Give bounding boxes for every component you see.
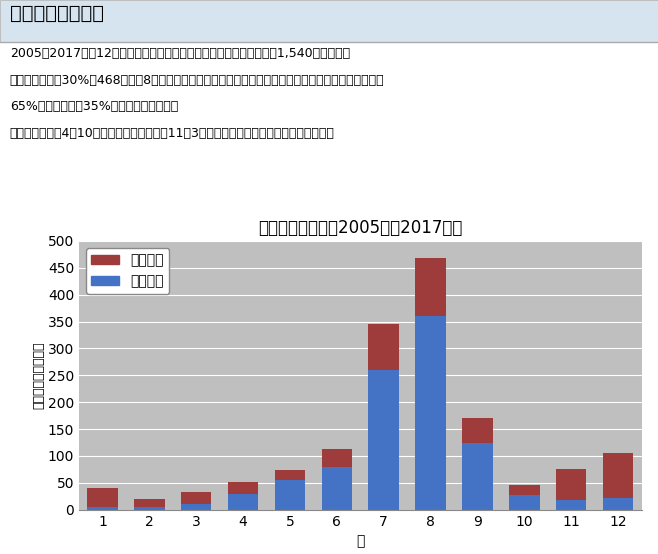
X-axis label: 月: 月 <box>356 534 365 548</box>
Bar <box>274 470 305 480</box>
Legend: 日本海側, 太平洋側: 日本海側, 太平洋側 <box>86 248 169 294</box>
Text: 月別に見ると、4～10月は太平洋側で多く、11～3月は日本海側で多いことがわかります。: 月別に見ると、4～10月は太平洋側で多く、11～3月は日本海側で多いことがわかり… <box>10 127 335 140</box>
Bar <box>509 495 540 510</box>
Bar <box>462 418 493 443</box>
Bar <box>274 480 305 510</box>
Bar <box>87 488 118 507</box>
Bar <box>322 466 352 510</box>
Y-axis label: 落雷害報告数（件）: 落雷害報告数（件） <box>32 342 45 409</box>
Bar <box>415 258 446 316</box>
Bar <box>556 469 586 500</box>
Text: 落雷害のうち絀30%（468件）が8月に集中しています。また、発生地域の特徴を見ると、太平洋側で約: 落雷害のうち絀30%（468件）が8月に集中しています。また、発生地域の特徴を見… <box>10 74 384 86</box>
Text: 65%、日本海側絀35%が発生しています。: 65%、日本海側絀35%が発生しています。 <box>10 100 178 113</box>
Bar <box>603 453 634 498</box>
Bar <box>134 499 164 507</box>
Bar <box>462 443 493 510</box>
Bar <box>228 482 259 494</box>
Bar <box>603 498 634 510</box>
Bar <box>509 485 540 495</box>
Bar <box>87 507 118 510</box>
Bar <box>415 316 446 510</box>
Bar <box>368 324 399 370</box>
Text: 落雷害の月別件数: 落雷害の月別件数 <box>10 4 104 23</box>
Bar <box>181 504 211 510</box>
Bar <box>368 370 399 510</box>
Bar <box>322 449 352 466</box>
Bar <box>134 507 164 510</box>
Title: 落雷害の報告数（2005年～2017年）: 落雷害の報告数（2005年～2017年） <box>258 219 463 237</box>
Bar <box>181 493 211 504</box>
Text: 2005～2017年の12年間に気象官署から報告のあった落雷害の数は、1,540件でした。: 2005～2017年の12年間に気象官署から報告のあった落雷害の数は、1,540… <box>10 47 350 60</box>
Bar <box>556 500 586 510</box>
Bar <box>228 494 259 510</box>
